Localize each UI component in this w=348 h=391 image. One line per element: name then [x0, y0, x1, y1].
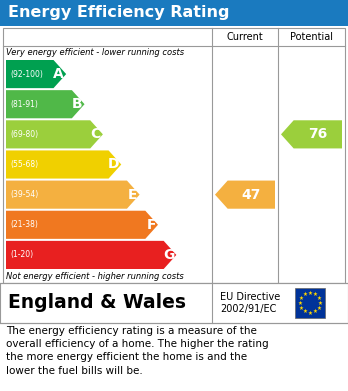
- Text: E: E: [128, 188, 137, 202]
- Text: ★: ★: [316, 296, 321, 301]
- Polygon shape: [6, 241, 176, 269]
- Text: (21-38): (21-38): [10, 220, 38, 229]
- Text: ★: ★: [308, 291, 313, 296]
- Text: C: C: [90, 127, 101, 142]
- Bar: [0, 0, 348, 26]
- Text: B: B: [72, 97, 82, 111]
- Polygon shape: [6, 151, 121, 179]
- Text: ★: ★: [313, 292, 317, 297]
- Text: ★: ★: [317, 301, 322, 305]
- Text: EU Directive
2002/91/EC: EU Directive 2002/91/EC: [220, 292, 280, 314]
- Text: ★: ★: [302, 309, 307, 314]
- Bar: [295, 288, 325, 318]
- Polygon shape: [6, 181, 140, 209]
- Polygon shape: [6, 90, 85, 118]
- Text: Energy Efficiency Rating: Energy Efficiency Rating: [8, 5, 229, 20]
- Text: 76: 76: [308, 127, 327, 142]
- Text: G: G: [163, 248, 174, 262]
- Bar: [0, 283, 348, 323]
- Text: ★: ★: [299, 305, 304, 310]
- Text: Potential: Potential: [290, 32, 333, 42]
- Text: Current: Current: [227, 32, 263, 42]
- Text: D: D: [108, 158, 119, 172]
- Text: (69-80): (69-80): [10, 130, 38, 139]
- Text: (39-54): (39-54): [10, 190, 38, 199]
- Bar: [3, 28, 345, 283]
- Text: (81-91): (81-91): [10, 100, 38, 109]
- Text: ★: ★: [313, 309, 317, 314]
- Text: (55-68): (55-68): [10, 160, 38, 169]
- Text: A: A: [54, 67, 64, 81]
- Text: Very energy efficient - lower running costs: Very energy efficient - lower running co…: [6, 48, 184, 57]
- Text: 47: 47: [242, 188, 261, 202]
- Polygon shape: [6, 211, 158, 239]
- Text: The energy efficiency rating is a measure of the
overall efficiency of a home. T: The energy efficiency rating is a measur…: [6, 326, 269, 376]
- Text: F: F: [147, 218, 156, 232]
- Text: Not energy efficient - higher running costs: Not energy efficient - higher running co…: [6, 272, 184, 281]
- Text: ★: ★: [316, 305, 321, 310]
- Polygon shape: [215, 181, 275, 209]
- Text: ★: ★: [299, 296, 304, 301]
- Polygon shape: [6, 120, 103, 149]
- Text: ★: ★: [302, 292, 307, 297]
- Text: ★: ★: [298, 301, 302, 305]
- Text: ★: ★: [308, 310, 313, 316]
- Text: England & Wales: England & Wales: [8, 294, 186, 312]
- Text: (92-100): (92-100): [10, 70, 43, 79]
- Text: (1-20): (1-20): [10, 250, 33, 260]
- Polygon shape: [6, 60, 66, 88]
- Polygon shape: [281, 120, 342, 149]
